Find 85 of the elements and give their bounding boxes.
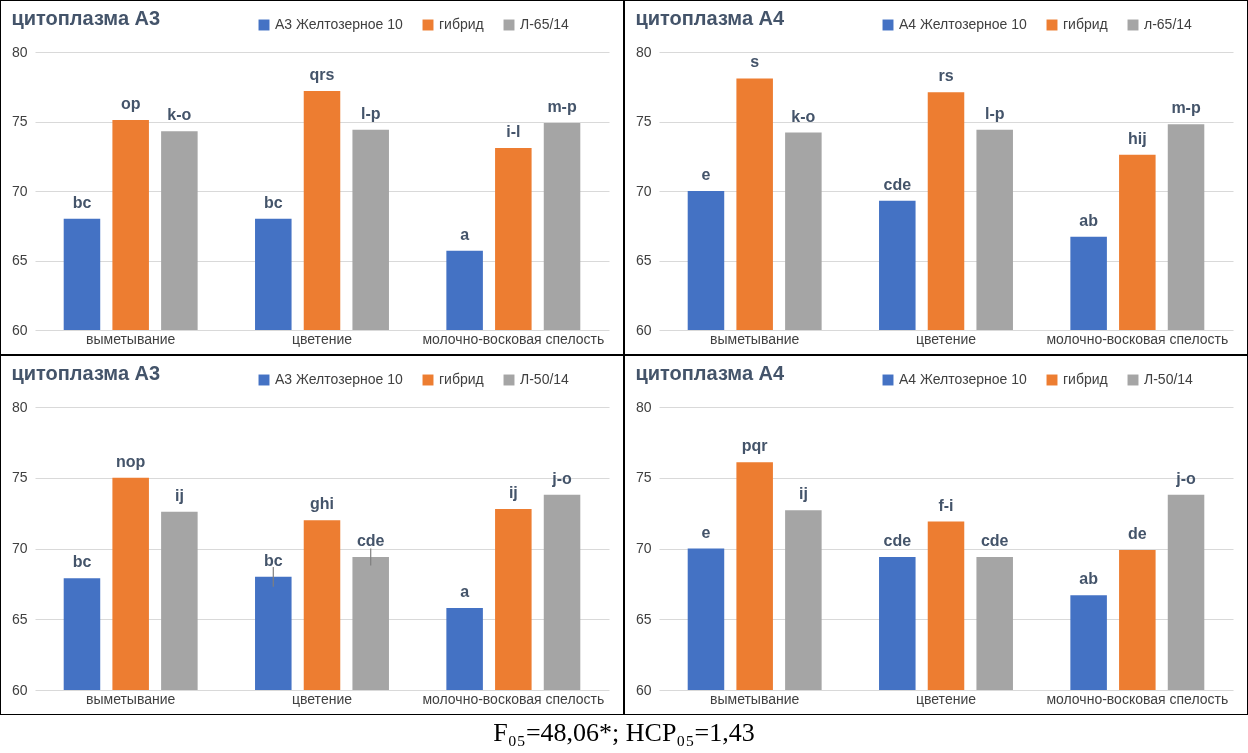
y-tick-label: 70 (11, 540, 28, 556)
data-label: bc (72, 553, 92, 571)
data-label: bc (72, 193, 92, 211)
data-label: k-o (791, 107, 816, 125)
data-label: de (1128, 524, 1147, 542)
x-tick-label: молочно-восковая спелость (422, 330, 605, 347)
data-label: bc (263, 551, 283, 569)
data-label: j-o (1175, 469, 1197, 487)
y-tick-label: 80 (635, 43, 652, 60)
data-label: ij (508, 483, 518, 501)
legend-label: А3 Желтозерное 10 (275, 371, 403, 387)
x-tick-label: цветение (916, 690, 977, 707)
data-label: ab (1079, 211, 1099, 229)
legend-label: Л-50/14 (1144, 371, 1194, 387)
legend-label: л-65/14 (1144, 16, 1193, 32)
legend-label: А3 Желтозерное 10 (275, 16, 403, 32)
data-label: s (750, 53, 760, 71)
legend-label: гибрид (1063, 16, 1108, 32)
y-tick-label: 70 (635, 540, 652, 556)
data-label: l-p (360, 104, 381, 122)
data-label: a (460, 582, 470, 600)
y-tick-label: 80 (11, 43, 28, 60)
data-label: f-i (938, 496, 954, 514)
y-tick-label: 65 (11, 252, 28, 268)
y-tick-label: 70 (635, 182, 652, 199)
y-tick-label: 75 (635, 469, 652, 486)
x-tick-label: выметывание (710, 330, 800, 347)
data-label: ab (1079, 570, 1099, 588)
data-label: rs (938, 67, 954, 85)
data-label: pqr (741, 437, 768, 455)
x-tick-label: цветение (916, 330, 977, 347)
chart-title: цитоплазма А4 (635, 7, 786, 29)
x-tick-label: выметывание (86, 690, 176, 707)
data-label: e (701, 166, 711, 183)
data-label: hij (1128, 129, 1147, 147)
legend-label: гибрид (1063, 371, 1108, 387)
y-tick-label: 60 (635, 681, 652, 698)
text: F₀₅=48,06*; НСР₀₅=1,43 (492, 717, 756, 749)
legend-label: А4 Желтозерное 10 (899, 16, 1027, 32)
x-tick-label: цветение (292, 690, 353, 707)
y-tick-label: 80 (11, 398, 28, 415)
data-label: ghi (310, 495, 334, 513)
x-tick-label: молочно-восковая спелость (422, 690, 605, 707)
y-tick-label: 75 (635, 113, 652, 129)
data-label: j-o (551, 469, 573, 487)
data-label: k-o (167, 106, 192, 124)
data-label: bc (263, 193, 283, 211)
legend-label: А4 Желтозерное 10 (899, 371, 1027, 387)
x-tick-label: выметывание (710, 690, 800, 707)
data-label: i-l (506, 122, 521, 140)
data-label: l-p (984, 104, 1005, 122)
y-tick-label: 75 (11, 113, 28, 129)
y-tick-label: 65 (635, 252, 652, 268)
x-tick-label: молочно-восковая спелость (1046, 690, 1229, 707)
data-label: op (120, 95, 141, 113)
data-label: nop (116, 452, 146, 470)
y-tick-label: 65 (635, 610, 652, 627)
x-tick-label: молочно-восковая спелость (1046, 330, 1229, 347)
x-tick-label: выметывание (86, 330, 176, 347)
y-tick-label: 70 (11, 182, 28, 199)
legend-label: гибрид (439, 371, 484, 387)
legend-label: гибрид (439, 16, 484, 32)
data-label: cde (883, 175, 912, 193)
y-tick-label: 60 (11, 681, 28, 698)
data-label: cde (980, 531, 1009, 549)
data-label: e (701, 523, 711, 541)
y-tick-label: 60 (11, 321, 28, 338)
y-tick-label: 80 (635, 398, 652, 415)
data-label: ij (174, 486, 184, 504)
chart-title: цитоплазма А4 (635, 362, 786, 384)
y-tick-label: 65 (11, 610, 28, 627)
x-tick-label: цветение (292, 330, 353, 347)
chart-title: цитоплазма А3 (11, 362, 161, 384)
legend-label: Л-50/14 (520, 371, 570, 387)
y-tick-label: 60 (635, 321, 652, 338)
data-label: ij (798, 485, 808, 503)
data-label: m-p (1171, 99, 1201, 117)
data-label: a (460, 225, 470, 243)
data-label: cde (883, 531, 912, 549)
data-label: cde (356, 531, 385, 549)
chart-title: цитоплазма А3 (11, 7, 161, 29)
data-label: qrs (309, 65, 335, 83)
legend-label: Л-65/14 (520, 16, 570, 32)
y-tick-label: 75 (11, 469, 28, 486)
data-label: m-p (547, 97, 577, 115)
